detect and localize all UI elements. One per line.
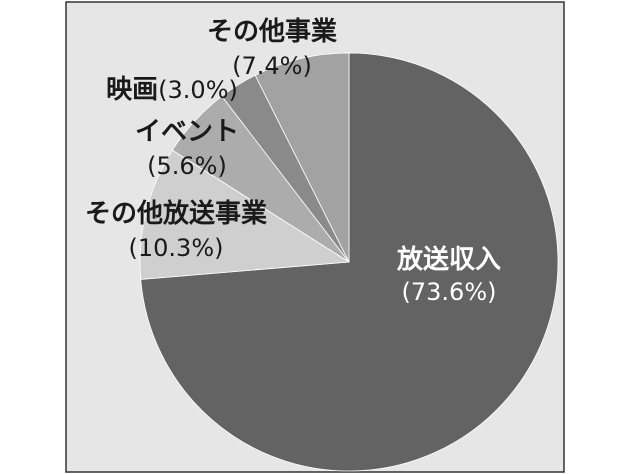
value-label-other-business: (7.4%) <box>232 52 312 80</box>
label-movie: 映画(3.0%) <box>106 75 238 105</box>
pie-slices <box>139 52 559 472</box>
slice-other-broadcast <box>139 149 351 280</box>
slice-other-business <box>254 52 350 263</box>
label-other-business: その他事業 <box>207 17 337 47</box>
value-label-broadcast-revenue: (73.6%) <box>402 278 497 306</box>
label-event: イベント <box>135 117 239 147</box>
label-broadcast-revenue: 放送収入 <box>396 244 501 275</box>
label-other-broadcast: その他放送事業 <box>85 198 267 229</box>
value-label-event: (5.6%) <box>147 152 227 180</box>
pie-labels: 放送収入 (73.6%) その他放送事業 (10.3%) イベント (5.6%) 映画(3.… <box>85 17 501 306</box>
value-label-other-broadcast: (10.3%) <box>129 234 224 262</box>
